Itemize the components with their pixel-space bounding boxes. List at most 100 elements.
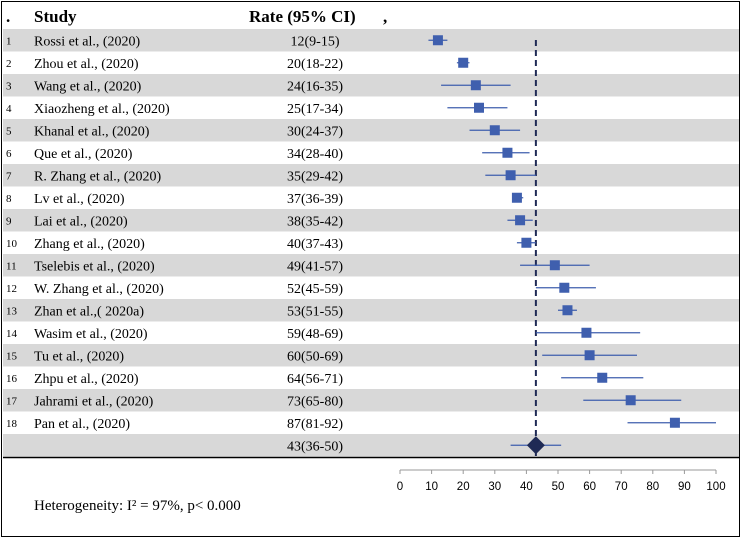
heterogeneity-text: Heterogeneity: I² = 97%, p< 0.000 — [34, 498, 241, 514]
rate-ci: 25(17-34) — [287, 102, 343, 117]
rate-ci: 20(18-22) — [287, 57, 343, 72]
study-name: Que et al., (2020) — [34, 147, 133, 162]
x-tick-label: 30 — [488, 481, 501, 493]
study-name: Lv et al., (2020) — [34, 192, 125, 207]
rate-ci: 59(48-69) — [287, 327, 343, 342]
row-index: 17 — [6, 395, 18, 407]
row-index: 7 — [6, 170, 12, 182]
x-tick-label: 0 — [397, 481, 403, 493]
rate-ci: 53(51-55) — [287, 304, 343, 319]
row-band — [3, 434, 739, 457]
row-index: 4 — [6, 103, 12, 115]
pooled-rate: 43(36-50) — [287, 439, 343, 454]
study-name: Zhpu et al., (2020) — [34, 372, 139, 387]
row-index: 13 — [6, 305, 18, 317]
x-tick-label: 40 — [520, 481, 533, 493]
row-band — [3, 389, 739, 412]
row-index: 10 — [6, 238, 18, 250]
x-tick-label: 70 — [615, 481, 628, 493]
estimate-marker — [515, 215, 526, 226]
x-tick-label: 100 — [706, 481, 725, 493]
x-tick-label: 80 — [646, 481, 659, 493]
row-index: 6 — [6, 148, 12, 160]
rate-ci: 30(24-37) — [287, 124, 343, 139]
estimate-marker — [597, 372, 608, 383]
study-name: Lai et al., (2020) — [34, 214, 128, 229]
rate-ci: 60(50-69) — [287, 349, 343, 364]
x-tick-label: 50 — [552, 481, 565, 493]
row-index: 8 — [6, 193, 12, 205]
study-name: Tu et al., (2020) — [34, 349, 124, 364]
header-index: . — [6, 7, 10, 26]
study-name: Pan et al., (2020) — [34, 417, 130, 432]
row-index: 15 — [6, 350, 18, 362]
header-study: Study — [34, 7, 77, 26]
study-name: Xiaozheng et al., (2020) — [34, 102, 170, 117]
row-index: 2 — [6, 58, 12, 70]
row-band — [3, 344, 739, 367]
study-name: Zhang et al., (2020) — [34, 237, 145, 252]
header-rate: Rate (95% CI) — [249, 7, 356, 26]
x-tick-label: 90 — [678, 481, 691, 493]
row-index: 9 — [6, 215, 12, 227]
rate-ci: 38(35-42) — [287, 214, 343, 229]
rate-ci: 64(56-71) — [287, 372, 343, 387]
estimate-marker — [511, 192, 522, 203]
row-band — [3, 164, 739, 187]
row-index: 14 — [6, 328, 18, 340]
rate-ci: 87(81-92) — [287, 417, 343, 432]
study-name: Rossi et al., (2020) — [34, 34, 140, 49]
study-name: Wang et al., (2020) — [34, 79, 142, 94]
estimate-marker — [562, 305, 573, 316]
estimate-marker — [559, 282, 570, 293]
row-band — [3, 254, 739, 277]
row-band — [3, 209, 739, 232]
study-name: Zhan et al.,( 2020a) — [34, 304, 144, 319]
rate-ci: 49(41-57) — [287, 259, 343, 274]
estimate-marker — [432, 35, 443, 46]
study-name: Jahrami et al., (2020) — [34, 394, 154, 409]
row-index: 16 — [6, 373, 18, 385]
row-band — [3, 299, 739, 322]
rate-ci: 24(16-35) — [287, 79, 343, 94]
estimate-marker — [474, 102, 484, 113]
row-index: 1 — [6, 35, 12, 47]
study-name: Khanal et al., (2020) — [34, 124, 150, 139]
estimate-marker — [625, 395, 636, 406]
row-index: 12 — [6, 283, 17, 295]
study-name: Tselebis et al., (2020) — [34, 259, 155, 274]
estimate-marker — [470, 80, 481, 91]
estimate-marker — [502, 147, 513, 158]
row-index: 18 — [6, 418, 18, 430]
row-band — [3, 119, 739, 142]
row-index: 5 — [6, 125, 12, 137]
rate-ci: 34(28-40) — [287, 147, 343, 162]
row-index: 3 — [6, 80, 12, 92]
row-band — [3, 74, 739, 97]
x-tick-label: 10 — [425, 481, 438, 493]
x-tick-label: 60 — [583, 481, 596, 493]
estimate-marker — [521, 237, 532, 248]
study-name: W. Zhang et al., (2020) — [34, 282, 164, 297]
row-band — [3, 29, 739, 52]
header-extra: , — [383, 7, 387, 26]
rate-ci: 40(37-43) — [287, 237, 343, 252]
rate-ci: 52(45-59) — [287, 282, 343, 297]
estimate-marker — [669, 417, 680, 428]
study-name: Wasim et al., (2020) — [34, 327, 148, 342]
rate-ci: 73(65-80) — [287, 394, 343, 409]
estimate-marker — [581, 327, 592, 338]
pooled-diamond — [526, 436, 545, 455]
rate-ci: 12(9-15) — [291, 34, 340, 49]
rate-ci: 35(29-42) — [287, 169, 343, 184]
row-index: 11 — [6, 260, 17, 272]
x-tick-label: 20 — [457, 481, 470, 493]
estimate-marker — [505, 170, 516, 181]
estimate-marker — [489, 125, 500, 136]
study-name: Zhou et al., (2020) — [34, 57, 139, 72]
estimate-marker — [584, 350, 595, 361]
study-name: R. Zhang et al., (2020) — [34, 169, 161, 184]
